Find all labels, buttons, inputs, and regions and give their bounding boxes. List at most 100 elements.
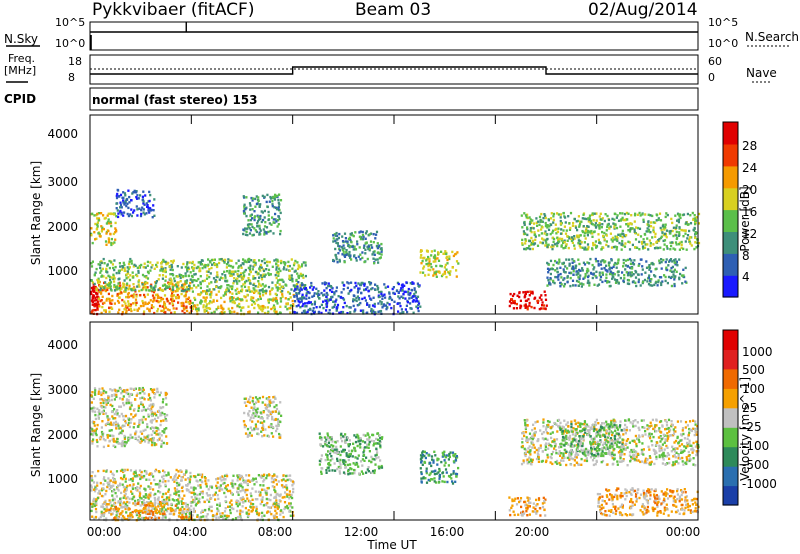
heat-cell	[590, 219, 593, 223]
heat-cell	[526, 228, 529, 231]
heat-cell	[584, 272, 587, 276]
heat-cell	[101, 420, 104, 423]
heat-cell	[541, 241, 545, 244]
heat-cell	[96, 221, 99, 224]
heat-cell	[353, 286, 356, 289]
heat-cell	[628, 230, 632, 233]
heat-cell	[375, 230, 379, 234]
heat-cell	[509, 292, 512, 296]
heat-cell	[677, 213, 680, 216]
heat-cell	[238, 484, 241, 487]
heat-cell	[325, 309, 328, 312]
heat-cell	[99, 515, 102, 519]
heat-cell	[148, 301, 151, 304]
heat-cell	[677, 220, 680, 224]
heat-cell	[260, 210, 263, 213]
heat-cell	[105, 423, 108, 426]
heat-cell	[572, 270, 575, 273]
heat-cell	[581, 246, 584, 249]
heat-cell	[526, 290, 529, 294]
heat-cell	[133, 263, 136, 267]
heat-cell	[146, 260, 149, 264]
heat-cell	[125, 309, 128, 313]
heat-cell	[102, 227, 105, 231]
heat-cell	[176, 265, 179, 268]
heat-cell	[295, 311, 299, 315]
heat-cell	[222, 311, 225, 315]
heat-cell	[161, 411, 164, 415]
heat-cell	[576, 228, 579, 232]
heat-cell	[129, 303, 133, 306]
heat-cell	[99, 235, 102, 238]
heat-cell	[135, 474, 138, 477]
heat-cell	[282, 474, 285, 477]
heat-cell	[287, 260, 290, 264]
heat-cell	[595, 260, 598, 263]
heat-cell	[137, 271, 140, 274]
heat-cell	[261, 496, 264, 499]
heat-cell	[128, 260, 131, 263]
heat-cell	[249, 208, 252, 211]
heat-cell	[116, 422, 119, 425]
heat-cell	[511, 294, 515, 298]
heat-cell	[248, 474, 251, 477]
heat-cell	[113, 412, 116, 416]
heat-cell	[270, 512, 273, 516]
heat-cell	[129, 469, 133, 472]
heat-cell	[238, 305, 241, 309]
heat-cell	[102, 478, 105, 481]
heat-cell	[228, 259, 231, 262]
heat-cell	[648, 239, 651, 242]
heat-cell	[110, 485, 113, 489]
heat-cell	[638, 227, 642, 230]
heat-cell	[186, 297, 189, 301]
heat-cell	[572, 259, 575, 263]
heat-cell	[674, 275, 677, 278]
heat-cell	[638, 240, 641, 244]
heat-cell	[416, 307, 419, 310]
heat-cell	[264, 284, 267, 287]
heat-cell	[94, 410, 97, 413]
heat-cell	[279, 311, 282, 315]
heat-cell	[109, 220, 112, 224]
heat-cell	[261, 287, 264, 291]
heat-cell	[343, 301, 346, 305]
heat-cell	[105, 232, 108, 235]
heat-cell	[103, 502, 107, 505]
heat-cell	[96, 407, 99, 410]
heat-cell	[241, 510, 244, 513]
heat-cell	[258, 259, 261, 262]
heat-cell	[545, 224, 548, 227]
heat-cell	[426, 250, 429, 253]
heat-cell	[261, 194, 264, 198]
heat-cell	[239, 497, 242, 500]
heat-cell	[608, 272, 612, 276]
heat-cell	[239, 517, 242, 520]
heat-cell	[629, 271, 632, 274]
heat-cell	[607, 264, 611, 267]
heat-cell	[320, 291, 323, 295]
heat-cell	[134, 499, 137, 503]
heat-cell	[154, 510, 158, 513]
heat-cell	[110, 398, 113, 402]
heat-cell	[181, 497, 184, 500]
heat-cell	[149, 438, 152, 441]
heat-cell	[198, 518, 202, 521]
heat-cell	[112, 473, 115, 477]
heat-cell	[236, 504, 239, 508]
heat-cell	[540, 298, 543, 301]
heat-cell	[274, 478, 278, 482]
heat-cell	[116, 412, 119, 415]
heat-cell	[530, 236, 533, 240]
heat-cell	[104, 240, 108, 243]
heat-cell	[220, 306, 223, 310]
heat-cell	[297, 276, 300, 280]
heat-cell	[117, 516, 120, 520]
heat-cell	[265, 503, 268, 507]
heat-cell	[163, 413, 166, 416]
heat-cell	[95, 267, 98, 271]
heat-cell	[221, 259, 224, 262]
heat-cell	[152, 504, 155, 507]
heat-cell	[361, 233, 364, 237]
heat-cell	[115, 395, 118, 398]
